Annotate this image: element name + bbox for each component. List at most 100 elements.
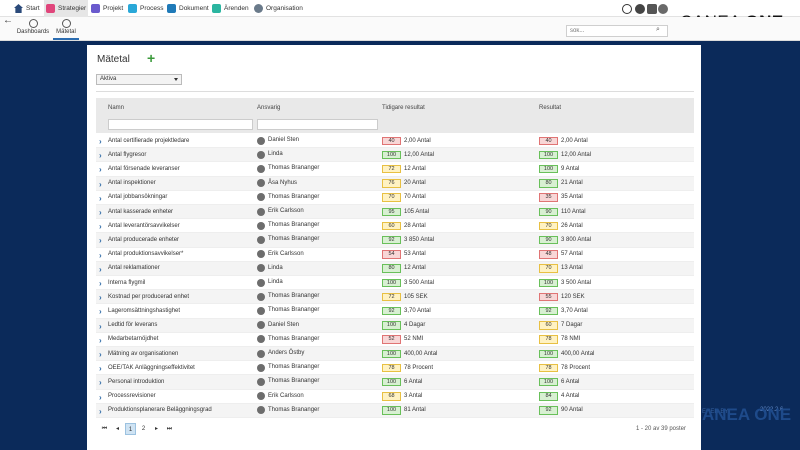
metric-name[interactable]: Antal inspektioner xyxy=(108,180,156,187)
owner-name: Thomas Brananger xyxy=(268,193,320,200)
table-row[interactable]: › Interna flygmil Linda 100 3 500 Antal 100 3 … xyxy=(96,276,694,291)
chevron-right-icon[interactable]: › xyxy=(99,307,102,317)
chevron-right-icon[interactable]: › xyxy=(99,279,102,288)
previous-result-badge: 78 xyxy=(382,363,401,373)
tab-matetal[interactable]: Mätetal xyxy=(53,19,79,40)
chevron-right-icon[interactable]: › xyxy=(99,151,102,161)
prev-page-button[interactable]: ◂ xyxy=(115,426,119,432)
page-button-2[interactable]: 2 xyxy=(141,426,146,432)
table-row[interactable]: › Lageromsättningshastighet Thomas Branang… xyxy=(96,304,694,319)
metric-name[interactable]: Mätning av organisationen xyxy=(108,350,179,357)
table-row[interactable]: › Produktionsplanerare Beläggningsgrad Tho… xyxy=(96,403,694,418)
chevron-right-icon[interactable]: › xyxy=(99,378,102,388)
chevron-right-icon[interactable]: › xyxy=(99,236,102,246)
nav-strategier[interactable]: Strategier xyxy=(44,0,89,17)
column-header-resultat[interactable]: Resultat xyxy=(539,105,562,111)
last-page-button[interactable]: ⏭ xyxy=(166,426,173,432)
chevron-right-icon[interactable]: › xyxy=(99,165,102,175)
metric-name[interactable]: Antal reklamationer xyxy=(108,265,160,272)
previous-result-value: 70 Antal xyxy=(404,194,426,201)
metric-name[interactable]: Interna flygmil xyxy=(108,279,146,286)
chevron-right-icon[interactable]: › xyxy=(99,406,102,416)
previous-result-value: 28 Antal xyxy=(404,222,426,229)
tab-dashboards[interactable]: Dashboards xyxy=(14,19,52,40)
metric-name[interactable]: Antal jobbansökningar xyxy=(108,194,168,201)
table-row[interactable]: › Antal jobbansökningar Thomas Brananger 70… xyxy=(96,191,694,205)
theme-icon[interactable] xyxy=(635,4,645,14)
first-page-button[interactable]: ⏮ xyxy=(101,426,108,432)
chevron-right-icon[interactable]: › xyxy=(99,392,102,402)
avatar xyxy=(257,221,265,230)
metric-name[interactable]: Lageromsättningshastighet xyxy=(108,307,181,314)
metric-name[interactable]: Personal introduktion xyxy=(108,378,165,385)
nav-start[interactable]: Start xyxy=(14,0,40,17)
search-input[interactable] xyxy=(566,25,668,37)
table-row[interactable]: › Antal flygresor Linda 100 12,00 Antal 100 12… xyxy=(96,148,694,163)
table-row[interactable]: › Antal producerade enheter Thomas Branang… xyxy=(96,233,694,248)
metric-name[interactable]: Produktionsplanerare Beläggningsgrad xyxy=(108,407,212,414)
table-row[interactable]: › OEE/TAK Anläggningseffektivitet Thomas B… xyxy=(96,361,694,376)
chevron-right-icon[interactable]: › xyxy=(99,350,102,359)
previous-result-badge: 100 xyxy=(382,278,401,287)
column-header-tidigare-resultat[interactable]: Tidigare resultat xyxy=(382,105,425,111)
metric-name[interactable]: Antal certifierade projektledare xyxy=(108,137,190,144)
metric-name[interactable]: Processrevisioner xyxy=(108,393,156,400)
table-row[interactable]: › Antal kasserade enheter Erik Carlsson 95 1… xyxy=(96,205,694,220)
add-button[interactable]: + xyxy=(147,50,156,66)
help-icon[interactable] xyxy=(622,4,632,14)
metric-name[interactable]: Ledtid för leverans xyxy=(108,322,158,329)
column-header-ansvarig[interactable]: Ansvarig xyxy=(257,105,281,111)
table-row[interactable]: › Antal inspektioner Åsa Nyhus 76 20 Antal 80… xyxy=(96,176,694,191)
chevron-right-icon[interactable]: › xyxy=(99,321,102,331)
metric-name[interactable]: Antal kasserade enheter xyxy=(108,208,174,215)
table-row[interactable]: › Ledtid för leverans Daniel Sten 100 4 Daga… xyxy=(96,318,694,333)
nav-arenden[interactable]: Ärenden xyxy=(212,0,249,17)
nav-projekt[interactable]: Projekt xyxy=(91,0,123,17)
metric-name[interactable]: Medarbetarnöjdhet xyxy=(108,336,159,343)
table-row[interactable]: › Antal leverantörsavvikelser Thomas Brana… xyxy=(96,219,694,234)
chevron-right-icon[interactable]: › xyxy=(99,193,102,203)
metric-name[interactable]: Antal produktionsavvikelser* xyxy=(108,251,184,258)
avatar[interactable] xyxy=(658,4,668,14)
table-row[interactable]: › Antal produktionsavvikelser* Erik Carlss… xyxy=(96,248,694,262)
table-row[interactable]: › Processrevisioner Erik Carlsson 68 3 Antal… xyxy=(96,390,694,404)
chevron-right-icon[interactable]: › xyxy=(99,335,102,345)
metric-name[interactable]: Antal flygresor xyxy=(108,151,147,158)
status-filter-select[interactable]: Aktiva xyxy=(96,74,182,85)
nav-process[interactable]: Process xyxy=(128,0,163,17)
metric-name[interactable]: Antal leverantörsavvikelser xyxy=(108,222,180,229)
table-row[interactable]: › Antal certifierade projektledare Daniel … xyxy=(96,134,694,149)
owner-name: Linda xyxy=(268,151,283,158)
document-icon xyxy=(167,4,176,13)
chevron-right-icon[interactable]: › xyxy=(99,179,102,189)
namn-filter-input[interactable] xyxy=(108,119,253,130)
chevron-right-icon[interactable]: › xyxy=(99,222,102,232)
table-row[interactable]: › Personal introduktion Thomas Brananger 10… xyxy=(96,375,694,390)
table-row[interactable]: › Medarbetarnöjdhet Thomas Brananger 52 52 N… xyxy=(96,333,694,347)
gear-icon[interactable] xyxy=(647,4,657,14)
chevron-right-icon[interactable]: › xyxy=(99,208,102,217)
search-icon[interactable]: ⌕ xyxy=(656,26,660,33)
back-arrow-icon[interactable]: ← xyxy=(3,15,13,26)
table-row[interactable]: › Antal reklamationer Linda 80 12 Antal 70 13 … xyxy=(96,261,694,276)
owner-name: Erik Carlsson xyxy=(268,250,304,257)
metric-name[interactable]: Antal försenade leveranser xyxy=(108,165,180,172)
chevron-right-icon[interactable]: › xyxy=(99,264,102,274)
ansvarig-filter-input[interactable] xyxy=(257,119,378,130)
metric-name[interactable]: Antal producerade enheter xyxy=(108,236,180,243)
metric-name[interactable]: OEE/TAK Anläggningseffektivitet xyxy=(108,364,195,371)
column-header-namn[interactable]: Namn xyxy=(108,105,125,111)
previous-result-value: 2,00 Antal xyxy=(404,137,431,144)
chevron-right-icon[interactable]: › xyxy=(99,250,102,260)
table-row[interactable]: › Kostnad per producerad enhet Thomas Bran… xyxy=(96,290,694,305)
nav-dokument[interactable]: Dokument xyxy=(167,0,209,17)
chevron-right-icon[interactable]: › xyxy=(99,364,102,374)
table-row[interactable]: › Mätning av organisationen Anders Östby 10… xyxy=(96,347,694,362)
nav-organisation[interactable]: Organisation xyxy=(254,0,303,17)
table-row[interactable]: › Antal försenade leveranser Thomas Branan… xyxy=(96,162,694,177)
next-page-button[interactable]: ▸ xyxy=(154,426,158,432)
page-button-1[interactable]: 1 xyxy=(125,423,136,435)
metric-name[interactable]: Kostnad per producerad enhet xyxy=(108,293,190,300)
chevron-right-icon[interactable]: › xyxy=(99,293,102,303)
chevron-right-icon[interactable]: › xyxy=(99,137,102,146)
